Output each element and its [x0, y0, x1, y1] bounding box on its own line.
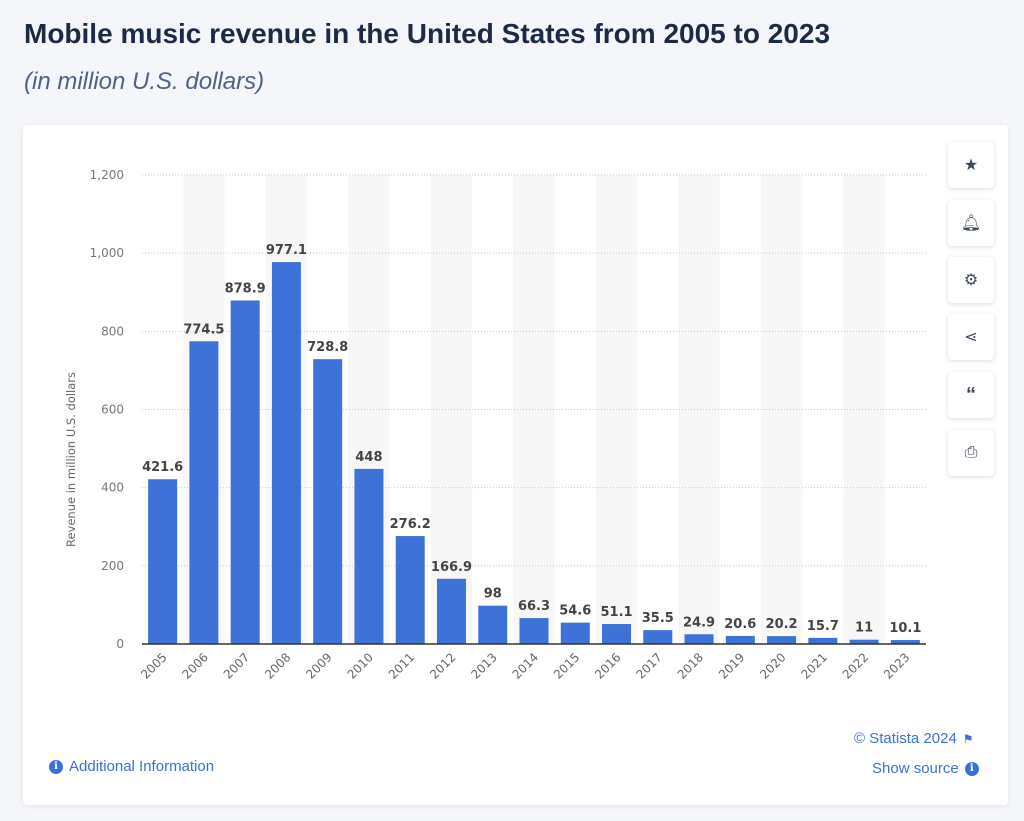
additional-information-link[interactable]: i Additional Information	[49, 758, 214, 775]
x-tick-label: 2009	[303, 650, 334, 681]
data-label: 24.9	[683, 615, 715, 630]
data-label: 66.3	[518, 599, 550, 614]
info-icon: i	[964, 761, 979, 776]
bar	[478, 605, 508, 644]
x-tick-label: 2016	[592, 650, 623, 681]
x-tick-label: 2007	[221, 650, 252, 681]
bar	[354, 468, 384, 644]
data-label: 54.6	[559, 604, 591, 619]
x-tick-label: 2013	[468, 650, 499, 681]
bar	[808, 637, 838, 644]
y-tick-label: 1,000	[90, 246, 124, 260]
bar	[684, 634, 714, 644]
share-button[interactable]: ⋖	[948, 314, 994, 360]
x-tick-label: 2005	[138, 650, 169, 681]
bar	[602, 624, 632, 644]
gear-icon: ⚙	[963, 272, 979, 289]
bar	[849, 639, 879, 644]
data-label: 421.6	[142, 460, 183, 475]
bar	[767, 636, 797, 644]
favorite-button[interactable]: ★	[948, 142, 994, 188]
page-title: Mobile music revenue in the United State…	[24, 18, 831, 49]
bar	[643, 630, 673, 644]
print-button[interactable]: ⎙	[948, 430, 994, 476]
x-tick-label: 2020	[757, 650, 788, 681]
settings-button[interactable]: ⚙	[948, 257, 994, 303]
x-tick-label: 2023	[881, 650, 912, 681]
data-label: 15.7	[807, 619, 839, 634]
y-tick-label: 1,200	[90, 168, 124, 182]
flag-icon: ⚑	[962, 731, 974, 746]
bar	[313, 359, 343, 644]
x-tick-label: 2006	[180, 650, 211, 681]
data-label: 11	[855, 621, 873, 636]
data-label: 20.6	[724, 617, 756, 632]
bar	[230, 300, 260, 644]
column-band	[513, 175, 555, 644]
data-label: 276.2	[390, 517, 431, 532]
x-tick-label: 2011	[386, 650, 417, 681]
x-tick-label: 2019	[716, 650, 747, 681]
bar-chart: 0 200 400 600 800 1,000 1,200 Revenue in millio…	[64, 168, 926, 682]
statista-copyright-link[interactable]: © Statista 2024 ⚑	[854, 730, 974, 747]
y-tick-label: 400	[101, 481, 124, 495]
bar	[560, 622, 590, 644]
bar	[148, 479, 178, 644]
x-tick-label: 2015	[551, 650, 582, 681]
x-tick-label: 2018	[675, 650, 706, 681]
share-icon: ⋖	[964, 329, 978, 346]
data-label: 774.5	[183, 322, 224, 337]
show-source-label: Show source	[872, 760, 959, 777]
additional-information-label: Additional Information	[69, 758, 215, 775]
y-tick-label: 800	[101, 324, 124, 338]
cite-button[interactable]: “	[948, 372, 994, 418]
show-source-link[interactable]: Show source i	[872, 760, 979, 777]
data-label: 20.2	[766, 617, 798, 632]
x-tick-label: 2014	[510, 650, 541, 681]
star-icon: ★	[963, 157, 979, 174]
data-label: 977.1	[266, 243, 307, 258]
x-tick-label: 2022	[840, 650, 871, 681]
bar	[725, 635, 755, 644]
data-label: 728.8	[307, 340, 348, 355]
quote-icon: “	[966, 383, 976, 406]
data-label: 166.9	[431, 560, 472, 575]
y-tick-label: 0	[116, 637, 124, 651]
bar	[395, 536, 425, 644]
data-label: 10.1	[889, 621, 921, 636]
x-tick-label: 2017	[633, 650, 664, 681]
data-label: 35.5	[642, 611, 674, 626]
y-axis-label: Revenue in million U.S. dollars	[64, 372, 78, 547]
x-tick-label: 2008	[262, 650, 293, 681]
bar	[189, 341, 219, 644]
bell-icon: 🔔︎	[960, 215, 982, 232]
bar	[519, 618, 549, 644]
y-tick-label: 600	[101, 403, 124, 417]
copyright-label: © Statista 2024	[854, 730, 957, 747]
bar	[271, 262, 301, 644]
print-icon: ⎙	[964, 444, 978, 461]
data-label: 98	[484, 587, 502, 602]
x-tick-label: 2010	[345, 650, 376, 681]
data-label: 51.1	[600, 605, 632, 620]
page-subtitle: (in million U.S. dollars)	[24, 68, 265, 95]
data-label: 448	[355, 450, 382, 465]
column-band	[678, 175, 720, 644]
data-label: 878.9	[225, 281, 266, 296]
y-tick-label: 200	[101, 559, 124, 573]
info-icon: i	[49, 759, 63, 774]
bar	[436, 578, 466, 644]
column-band	[843, 175, 885, 644]
bar	[890, 640, 920, 644]
x-tick-label: 2021	[798, 650, 829, 681]
notification-button[interactable]: 🔔︎	[948, 200, 994, 246]
x-tick-label: 2012	[427, 650, 458, 681]
